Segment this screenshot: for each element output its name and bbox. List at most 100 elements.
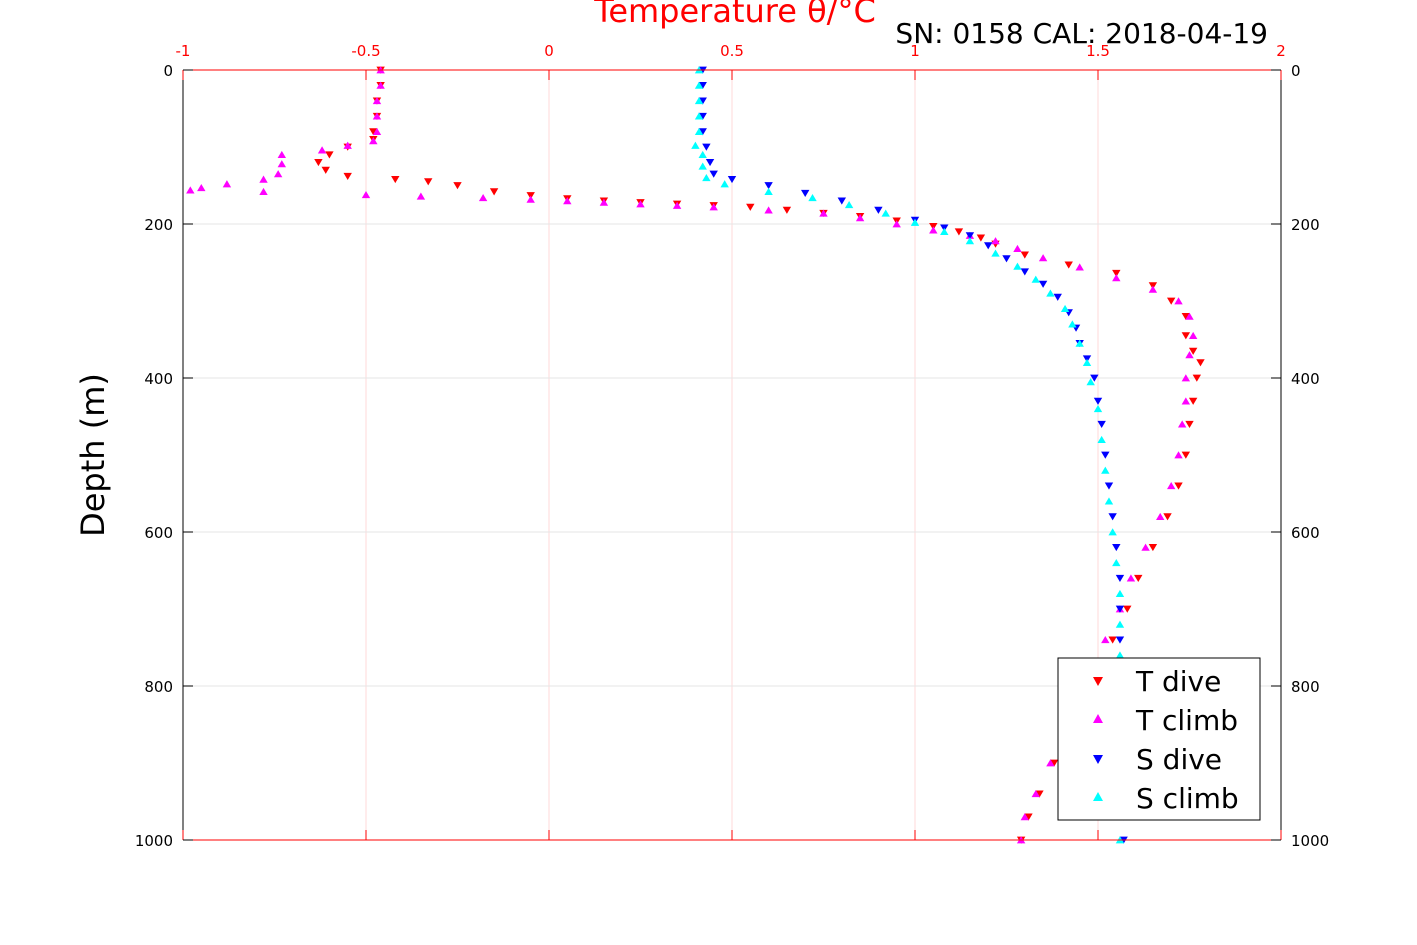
data-point bbox=[1108, 528, 1117, 536]
data-point bbox=[277, 160, 287, 168]
data-point bbox=[1156, 512, 1165, 520]
data-point bbox=[1093, 397, 1103, 405]
data-point bbox=[416, 192, 426, 200]
data-point bbox=[372, 112, 382, 120]
data-point bbox=[910, 218, 920, 226]
data-point bbox=[1126, 574, 1136, 582]
data-point bbox=[1112, 274, 1121, 282]
data-point bbox=[1196, 359, 1205, 367]
data-point bbox=[325, 151, 334, 159]
legend-marker-t-climb bbox=[1093, 714, 1103, 723]
legend-label-s-climb: S climb bbox=[1136, 782, 1239, 815]
y-tick-label-left: 200 bbox=[144, 216, 173, 234]
y-tick-label-left: 800 bbox=[144, 678, 173, 696]
x-tick-label: -1 bbox=[176, 42, 191, 60]
data-point bbox=[1101, 466, 1110, 474]
data-point bbox=[698, 82, 707, 90]
data-point bbox=[1181, 397, 1191, 405]
y-tick-label-right: 800 bbox=[1291, 678, 1320, 696]
data-point bbox=[1134, 574, 1143, 582]
data-point bbox=[1174, 451, 1183, 459]
legend-label-t-dive: T dive bbox=[1135, 665, 1221, 698]
data-point bbox=[702, 143, 711, 151]
data-point bbox=[1035, 790, 1044, 798]
data-point bbox=[1104, 497, 1114, 505]
data-point bbox=[1112, 269, 1121, 278]
data-point bbox=[343, 172, 352, 181]
y-tick-label-left: 400 bbox=[144, 370, 173, 388]
data-point bbox=[1086, 378, 1095, 386]
data-point bbox=[1177, 420, 1187, 428]
data-point bbox=[801, 189, 810, 197]
data-point bbox=[1090, 374, 1099, 382]
data-point bbox=[1115, 651, 1125, 659]
data-point bbox=[702, 174, 711, 182]
data-point bbox=[1101, 636, 1110, 644]
data-point bbox=[1002, 255, 1011, 263]
data-point bbox=[698, 128, 707, 136]
y-axis-label: Depth (m) bbox=[74, 373, 112, 537]
data-point bbox=[720, 180, 729, 188]
data-point bbox=[694, 97, 704, 105]
data-point bbox=[764, 187, 773, 196]
data-point bbox=[321, 166, 330, 174]
data-point bbox=[277, 150, 287, 159]
data-point bbox=[1038, 254, 1048, 262]
x-tick-label: -0.5 bbox=[351, 42, 380, 60]
legend-label-t-climb: T climb bbox=[1135, 704, 1238, 737]
data-point bbox=[694, 112, 704, 120]
data-point bbox=[1046, 759, 1055, 767]
y-tick-label-right: 0 bbox=[1291, 62, 1301, 80]
legend-entry-t-climb: T climb bbox=[1093, 704, 1238, 737]
data-point bbox=[1181, 313, 1191, 321]
data-point bbox=[1185, 351, 1194, 359]
data-point bbox=[1020, 251, 1029, 259]
data-point bbox=[317, 146, 327, 154]
data-point bbox=[837, 197, 846, 205]
data-point bbox=[1115, 574, 1125, 582]
y-tick-label-right: 400 bbox=[1291, 370, 1320, 388]
data-point bbox=[453, 182, 462, 190]
data-point bbox=[1053, 293, 1062, 301]
data-point bbox=[764, 206, 773, 214]
data-point bbox=[1163, 513, 1172, 521]
data-point bbox=[1192, 374, 1202, 382]
legend-box bbox=[1057, 657, 1261, 821]
data-point bbox=[376, 81, 385, 89]
data-point bbox=[991, 249, 1000, 257]
legend-label-s-dive: S dive bbox=[1136, 743, 1222, 776]
data-point bbox=[855, 214, 865, 222]
data-point bbox=[954, 228, 964, 236]
data-point bbox=[1108, 636, 1117, 644]
data-point bbox=[698, 112, 707, 120]
data-point bbox=[1141, 543, 1150, 551]
data-point bbox=[1064, 261, 1073, 269]
data-point bbox=[764, 182, 773, 190]
data-point bbox=[698, 162, 707, 170]
data-point bbox=[1068, 320, 1077, 328]
data-point bbox=[526, 195, 535, 203]
data-point bbox=[965, 237, 975, 245]
data-point bbox=[940, 227, 949, 236]
data-point bbox=[1112, 544, 1121, 552]
data-point bbox=[1049, 759, 1059, 767]
x-tick-label: 1.5 bbox=[1086, 42, 1110, 60]
data-point bbox=[1082, 358, 1092, 366]
series-t-dive bbox=[314, 66, 1205, 844]
data-point bbox=[1167, 297, 1176, 305]
data-point bbox=[984, 242, 993, 250]
data-point bbox=[1123, 605, 1132, 613]
legend-marker-s-dive bbox=[1093, 755, 1103, 764]
data-point bbox=[1075, 339, 1084, 347]
data-point bbox=[424, 178, 433, 186]
data-point bbox=[1181, 451, 1191, 459]
data-point bbox=[1060, 304, 1070, 313]
data-point bbox=[991, 237, 1000, 245]
data-point bbox=[1097, 435, 1106, 443]
data-point bbox=[1115, 636, 1125, 644]
data-point bbox=[1013, 244, 1022, 252]
legend: T dive T climb S dive S climb bbox=[1057, 657, 1261, 821]
y-tick-label-right: 600 bbox=[1291, 524, 1320, 542]
data-point bbox=[478, 194, 488, 202]
